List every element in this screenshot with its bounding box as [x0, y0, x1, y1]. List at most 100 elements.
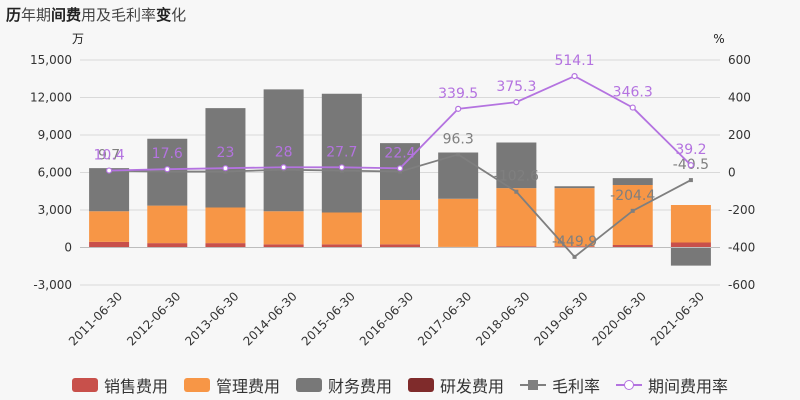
period-expense-rate-point [455, 105, 462, 112]
bar-segment [321, 212, 362, 245]
period-expense-rate-label: 23 [217, 145, 235, 161]
gross-margin-label: -102.6 [494, 169, 539, 185]
legend-label: 毛利率 [552, 377, 601, 396]
chart-title: 历年期间费用及毛利率变化 [6, 4, 186, 25]
bar-segment [496, 142, 537, 189]
y-right-unit: % [713, 32, 724, 46]
x-tick-label: 2021-06-30 [648, 289, 707, 348]
legend-item[interactable]: 销售费用 [71, 373, 168, 397]
bar-segment [670, 247, 711, 266]
period-expense-rate-label: 28 [275, 144, 293, 160]
legend-swatch [295, 378, 322, 392]
period-expense-rate-point [687, 162, 695, 169]
legend-label: 期间费用率 [648, 377, 729, 396]
legend-line-swatch [520, 378, 547, 392]
y-left-tick-label: 3,000 [38, 203, 72, 217]
bar-segment [612, 185, 653, 245]
x-tick-label: 2012-06-30 [124, 289, 183, 348]
gross-margin-point [223, 169, 228, 174]
bar-segment [496, 246, 537, 248]
gross-margin-label: 9.7 [98, 148, 120, 164]
period-expense-rate-point [571, 73, 578, 80]
period-expense-rate-point [338, 164, 345, 171]
period-expense-rate-point [396, 165, 404, 172]
x-tick-label: 2017-06-30 [415, 289, 474, 348]
legend-swatch [183, 378, 210, 392]
legend-item[interactable]: 财务费用 [295, 373, 392, 397]
gross-margin-point [630, 208, 635, 213]
gross-margin-point [572, 254, 577, 259]
y-right-tick-label: 0 [728, 166, 736, 180]
y-right-tick-label: 200 [728, 128, 751, 142]
legend-swatch [408, 378, 434, 392]
title-part-3: 间费 [51, 6, 82, 24]
x-tick-label: 2020-06-30 [590, 289, 649, 348]
bar-segment [321, 244, 362, 248]
bar-segment [438, 198, 479, 247]
bar-segment [554, 246, 595, 248]
period-expense-rate-label: 339.5 [438, 86, 478, 102]
y-right-tick-label: -400 [728, 241, 755, 255]
bar-segment [438, 152, 479, 199]
x-tick-label: 2011-06-30 [66, 289, 125, 348]
gross-margin-point [398, 169, 402, 174]
chart-plot: -3,000 0 3,000 6,000 9,000 12,000 15,000 -600 -4… [30, 32, 755, 348]
period-expense-rate-point [629, 104, 636, 111]
x-tick-label: 2018-06-30 [473, 289, 532, 348]
x-tick-label: 2019-06-30 [531, 289, 590, 348]
x-tick-label: 2015-06-30 [299, 289, 358, 348]
bar-segment [147, 205, 188, 244]
bar-segment [670, 205, 711, 243]
title-part-6: 化 [171, 6, 187, 24]
legend-item[interactable]: 期间费用率 [616, 373, 728, 397]
bar-segment [380, 200, 420, 245]
y-right-tick-label: -600 [728, 278, 755, 292]
y-left-tick-label: 0 [64, 241, 72, 255]
bar-segment [496, 188, 537, 247]
bar-segment [612, 245, 653, 248]
bar-segment [205, 108, 246, 208]
period-expense-rate-point [222, 165, 229, 172]
period-expense-rate-label: 514.1 [554, 53, 594, 69]
period-expense-rate-label: 346.3 [613, 85, 653, 101]
legend-item[interactable]: 管理费用 [183, 373, 280, 397]
legend-item[interactable]: 研发费用 [408, 373, 504, 397]
bar-segment [612, 178, 653, 185]
y-left-tick-label: 6,000 [38, 166, 72, 180]
bar-segment [670, 242, 711, 248]
bar-segment [380, 244, 420, 248]
legend-label: 研发费用 [440, 377, 505, 396]
y-left-tick-label: -3,000 [33, 278, 72, 292]
bar-segment [89, 241, 130, 248]
period-expense-rate-label: 39.2 [675, 142, 706, 158]
bar-segment [263, 89, 304, 212]
title-part-4: 用及毛利率 [81, 6, 157, 24]
gross-margin-label: 96.3 [443, 131, 474, 147]
y-right-tick-label: 400 [728, 91, 751, 105]
gross-margin-point [456, 152, 461, 157]
y-left-tick-label: 15,000 [30, 53, 72, 67]
period-expense-rate-label: 10.4 [94, 148, 125, 164]
y-right-tick-label: 600 [728, 53, 751, 67]
chart-legend: 销售费用 管理费用 财务费用 研发费用 毛利率 期间费用率 [0, 373, 800, 397]
gross-margin-point [514, 189, 519, 194]
period-expense-rate-label: 27.7 [326, 144, 357, 160]
bar-segment [554, 188, 595, 247]
legend-label: 销售费用 [103, 377, 168, 396]
title-part-5: 变 [156, 6, 172, 24]
bar-segment [321, 93, 362, 213]
gross-margin-point [688, 178, 693, 183]
period-expense-rate-point [105, 167, 113, 174]
bar-segment [89, 168, 130, 212]
y-left-unit: 万 [72, 32, 84, 46]
period-expense-rate-point [513, 99, 520, 106]
gross-margin-label: -449.9 [552, 234, 597, 250]
period-expense-rate-label: 375.3 [496, 79, 536, 95]
legend-item[interactable]: 毛利率 [520, 373, 600, 397]
bar-segment [263, 244, 304, 248]
bar-segment [89, 211, 130, 242]
x-tick-label: 2014-06-30 [241, 289, 300, 348]
bar-segment [205, 207, 246, 244]
y-left-tick-label: 9,000 [38, 128, 72, 142]
legend-label: 财务费用 [327, 377, 392, 396]
